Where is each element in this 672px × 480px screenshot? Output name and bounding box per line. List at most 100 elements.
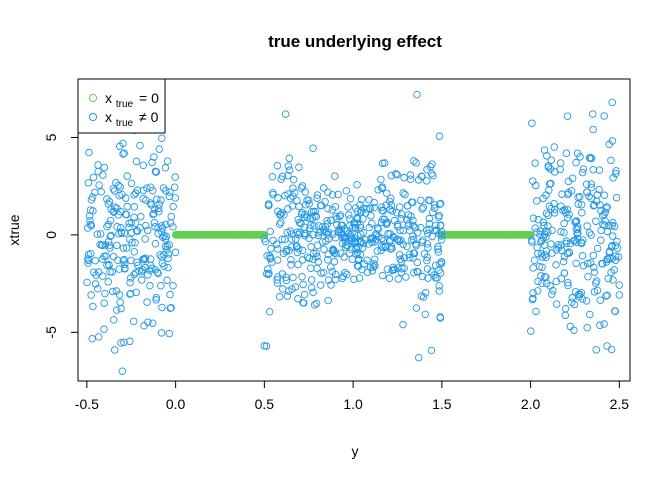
nonzero-effect-point — [563, 205, 572, 214]
nonzero-effect-point — [533, 243, 541, 252]
nonzero-effect-point — [572, 259, 580, 268]
nonzero-effect-point — [357, 195, 366, 204]
nonzero-effect-point — [362, 205, 371, 213]
x-tick-label: 2.0 — [521, 396, 541, 412]
nonzero-effect-point — [144, 271, 152, 279]
nonzero-effect-point — [133, 186, 142, 195]
nonzero-effect-point — [307, 276, 316, 284]
nonzero-effect-point — [424, 243, 432, 252]
nonzero-effect-point — [126, 235, 134, 244]
nonzero-effect-point — [274, 207, 282, 215]
nonzero-effect-point — [531, 159, 539, 167]
nonzero-effect-point — [383, 189, 391, 198]
nonzero-effect-point — [560, 228, 568, 237]
nonzero-effect-point — [603, 342, 611, 350]
nonzero-effect-point — [147, 264, 156, 273]
nonzero-effect-point — [161, 242, 170, 251]
nonzero-effect-point — [600, 191, 609, 199]
nonzero-effect-point — [305, 234, 313, 243]
nonzero-effect-point — [150, 153, 158, 161]
nonzero-effect-point — [568, 174, 577, 183]
nonzero-effect-point — [353, 181, 361, 189]
nonzero-effect-point — [593, 244, 602, 253]
nonzero-effect-point — [90, 268, 98, 277]
nonzero-effect-point — [313, 264, 321, 273]
nonzero-effect-point — [422, 177, 431, 185]
nonzero-effect-point — [121, 265, 129, 273]
nonzero-effect-point — [423, 265, 432, 273]
nonzero-effect-point — [352, 244, 360, 252]
nonzero-effect-point — [529, 264, 537, 272]
nonzero-effect-point — [112, 178, 120, 187]
nonzero-effect-point — [298, 272, 306, 281]
nonzero-effect-point — [587, 194, 596, 202]
nonzero-effect-point — [538, 263, 546, 271]
nonzero-effect-point — [268, 258, 276, 267]
nonzero-effect-point — [573, 149, 582, 158]
nonzero-effect-point — [588, 110, 597, 118]
y-tick-label: 5 — [43, 133, 59, 141]
nonzero-effect-point — [122, 210, 131, 219]
nonzero-effect-point — [84, 255, 92, 263]
nonzero-effect-point — [280, 210, 288, 219]
nonzero-effect-point — [130, 203, 139, 211]
nonzero-effect-point — [387, 242, 396, 251]
nonzero-effect-point — [327, 216, 335, 225]
nonzero-effect-point — [353, 237, 362, 245]
nonzero-effect-point — [423, 229, 432, 238]
nonzero-effect-point — [434, 213, 443, 221]
nonzero-effect-point — [550, 199, 558, 208]
nonzero-effect-point — [85, 148, 93, 157]
nonzero-effect-point — [409, 221, 417, 230]
nonzero-effect-point — [312, 249, 320, 257]
nonzero-effect-point — [277, 218, 285, 227]
nonzero-effect-point — [299, 280, 307, 289]
nonzero-effect-point — [127, 179, 136, 188]
nonzero-effect-point — [126, 289, 135, 298]
nonzero-effect-point — [545, 202, 554, 210]
nonzero-effect-point — [548, 249, 556, 257]
nonzero-effect-point — [138, 276, 146, 284]
nonzero-effect-point — [569, 236, 578, 245]
nonzero-effect-point — [334, 190, 342, 199]
nonzero-effect-point — [149, 210, 157, 219]
nonzero-effect-point — [434, 245, 442, 253]
nonzero-effect-point — [324, 230, 332, 239]
nonzero-effect-point — [344, 203, 352, 211]
nonzero-effect-point — [150, 205, 159, 214]
nonzero-effect-point — [93, 230, 102, 239]
nonzero-effect-point — [152, 168, 160, 176]
nonzero-effect-point — [284, 162, 293, 170]
nonzero-effect-point — [550, 143, 558, 151]
nonzero-effect-point — [100, 163, 109, 172]
nonzero-effect-point — [583, 259, 592, 268]
nonzero-effect-point — [318, 223, 327, 231]
nonzero-effect-point — [277, 175, 285, 183]
nonzero-effect-point — [126, 290, 134, 298]
nonzero-effect-point — [527, 327, 535, 335]
nonzero-effect-point — [552, 300, 561, 308]
nonzero-effect-point — [379, 243, 387, 252]
nonzero-effect-point — [361, 236, 370, 244]
nonzero-effect-point — [273, 276, 281, 284]
legend-label-nonzero: x true ≠ 0 — [105, 109, 159, 129]
nonzero-effect-point — [574, 225, 582, 233]
nonzero-effect-point — [84, 179, 93, 187]
nonzero-effect-point — [131, 239, 139, 247]
nonzero-effect-point — [584, 272, 592, 281]
nonzero-effect-point — [568, 298, 576, 307]
nonzero-effect-point — [331, 172, 339, 180]
nonzero-effect-point — [323, 256, 332, 264]
nonzero-effect-point — [340, 233, 349, 242]
nonzero-effect-point — [536, 230, 544, 239]
nonzero-effect-point — [592, 346, 601, 354]
nonzero-effect-point — [564, 281, 572, 290]
nonzero-effect-point — [157, 282, 165, 290]
nonzero-effect-point — [289, 184, 297, 193]
nonzero-effect-point — [141, 254, 150, 262]
nonzero-effect-point — [409, 216, 417, 225]
nonzero-effect-point — [106, 268, 114, 276]
nonzero-effect-point — [593, 191, 602, 199]
nonzero-effect-point — [421, 289, 430, 297]
nonzero-effect-point — [153, 268, 162, 276]
